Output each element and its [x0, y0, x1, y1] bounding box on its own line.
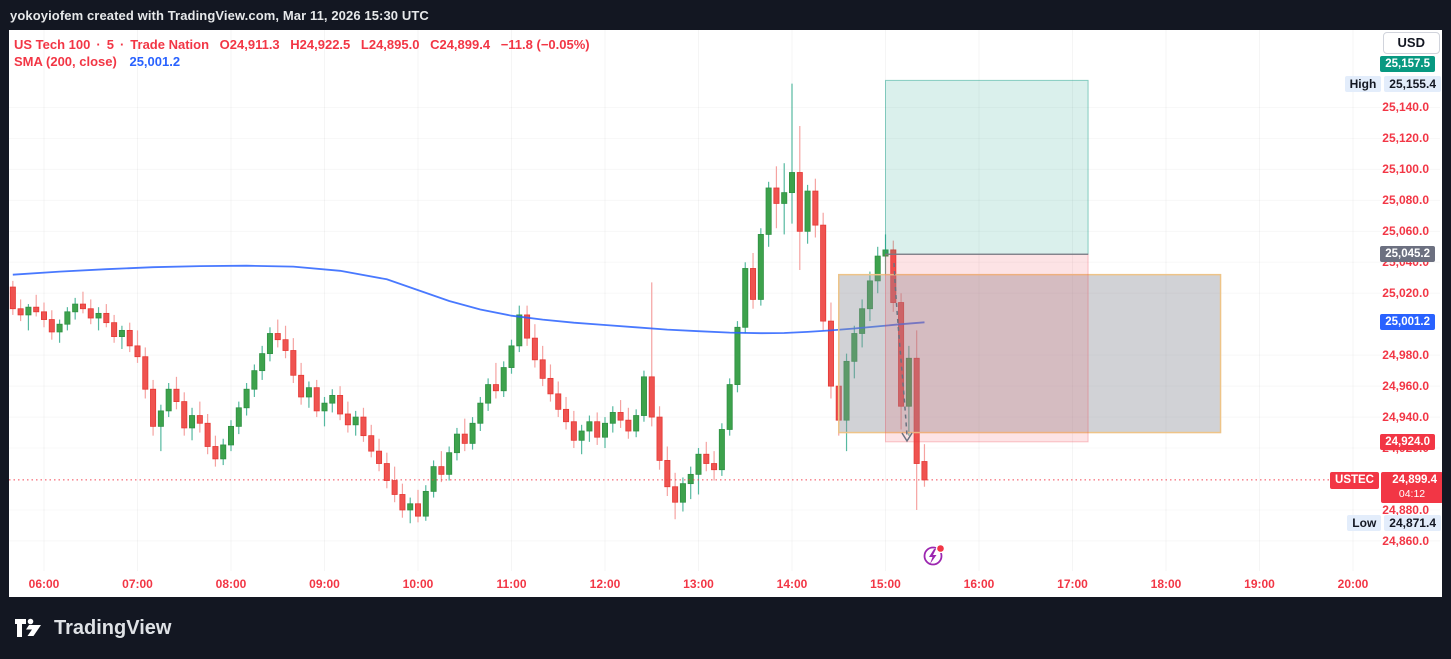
price-tick-label: 25,040.0	[1382, 255, 1429, 270]
price-tick-label: 25,140.0	[1382, 100, 1429, 115]
time-axis-label: 14:00	[776, 577, 808, 591]
time-axis-label: 20:00	[1337, 577, 1369, 591]
legend-symbol-row: US Tech 100 · 5 · Trade Nation O24,911.3 H24…	[14, 37, 590, 52]
drawing-arrow[interactable]	[893, 262, 913, 443]
price-tick-label: 24,880.0	[1382, 502, 1429, 517]
loss-zone-rect	[885, 253, 1089, 443]
sma-200-line	[12, 264, 925, 335]
time-axis-label: 10:00	[402, 577, 434, 591]
price-tick-label: 24,860.0	[1382, 533, 1429, 548]
profit-zone-rect	[885, 79, 1089, 255]
price-tick-label: 25,020.0	[1382, 286, 1429, 301]
time-axis-label: 08:00	[215, 577, 247, 591]
price-tick-label: 25,120.0	[1382, 131, 1429, 146]
candles-layer	[9, 83, 928, 524]
time-axis-label: 15:00	[870, 577, 901, 591]
supply-zone-box[interactable]	[838, 273, 1222, 434]
flash-marker-icon[interactable]	[923, 543, 946, 566]
price-tick-label: 24,940.0	[1382, 410, 1429, 425]
price-tick-label: 25,080.0	[1382, 193, 1429, 208]
tradingview-logo-icon[interactable]	[14, 615, 44, 641]
long-position-tool[interactable]	[885, 79, 1089, 443]
symbol-title: US Tech 100	[14, 37, 91, 52]
tradingview-brand-text[interactable]: TradingView	[54, 616, 172, 639]
time-axis-label: 07:00	[122, 577, 153, 591]
gridlines	[43, 30, 1354, 571]
price-tick-label: 25,060.0	[1382, 224, 1429, 239]
ohlc-low: L24,895.0	[360, 37, 420, 52]
time-axis-label: 06:00	[28, 577, 60, 591]
time-axis-label: 18:00	[1150, 577, 1182, 591]
currency-toggle-button[interactable]: USD	[1382, 32, 1440, 54]
time-axis-label: 19:00	[1244, 577, 1275, 591]
chart-legend[interactable]: US Tech 100 · 5 · Trade Nation O24,911.3 H24…	[14, 36, 590, 70]
time-axis[interactable]: 06:00 07:00 08:00 09:00 10:00 11:00 12:00 13:00…	[0, 571, 1451, 597]
ohlc-high: H24,922.5	[290, 37, 351, 52]
attribution-bar: yokoyiofem created with TradingView.com,…	[0, 0, 1451, 30]
legend-sma-row: SMA (200, close) 25,001.2	[14, 53, 590, 70]
ohlc-close: C24,899.4	[430, 37, 491, 52]
price-axis[interactable]: 25,140.0 25,120.0 25,100.0 25,080.0 25,060.0…	[1338, 30, 1451, 571]
price-tick-label: 25,100.0	[1382, 162, 1429, 177]
interval-label: 5	[106, 37, 114, 52]
time-axis-label: 17:00	[1057, 577, 1088, 591]
left-edge-strip	[0, 0, 9, 659]
time-axis-label: 12:00	[589, 577, 621, 591]
time-axis-label: 11:00	[496, 577, 527, 591]
ohlc-open: O24,911.3	[219, 37, 280, 52]
broker-label: Trade Nation	[130, 37, 210, 52]
attribution-text: yokoyiofem created with TradingView.com,…	[10, 7, 429, 23]
price-tick-label: 24,960.0	[1382, 379, 1429, 394]
change-label: −11.8 (−0.05%)	[500, 37, 590, 52]
price-tick-label: 24,980.0	[1382, 348, 1429, 363]
footer-bar: TradingView	[0, 597, 1451, 659]
price-tick-label: 24,920.0	[1382, 441, 1429, 456]
time-axis-label: 13:00	[683, 577, 714, 591]
right-edge-strip	[1442, 0, 1451, 659]
sma-label: SMA (200, close)	[14, 54, 117, 69]
time-axis-label: 09:00	[309, 577, 340, 591]
sma-value: 25,001.2	[129, 54, 181, 69]
time-axis-label: 16:00	[963, 577, 995, 591]
